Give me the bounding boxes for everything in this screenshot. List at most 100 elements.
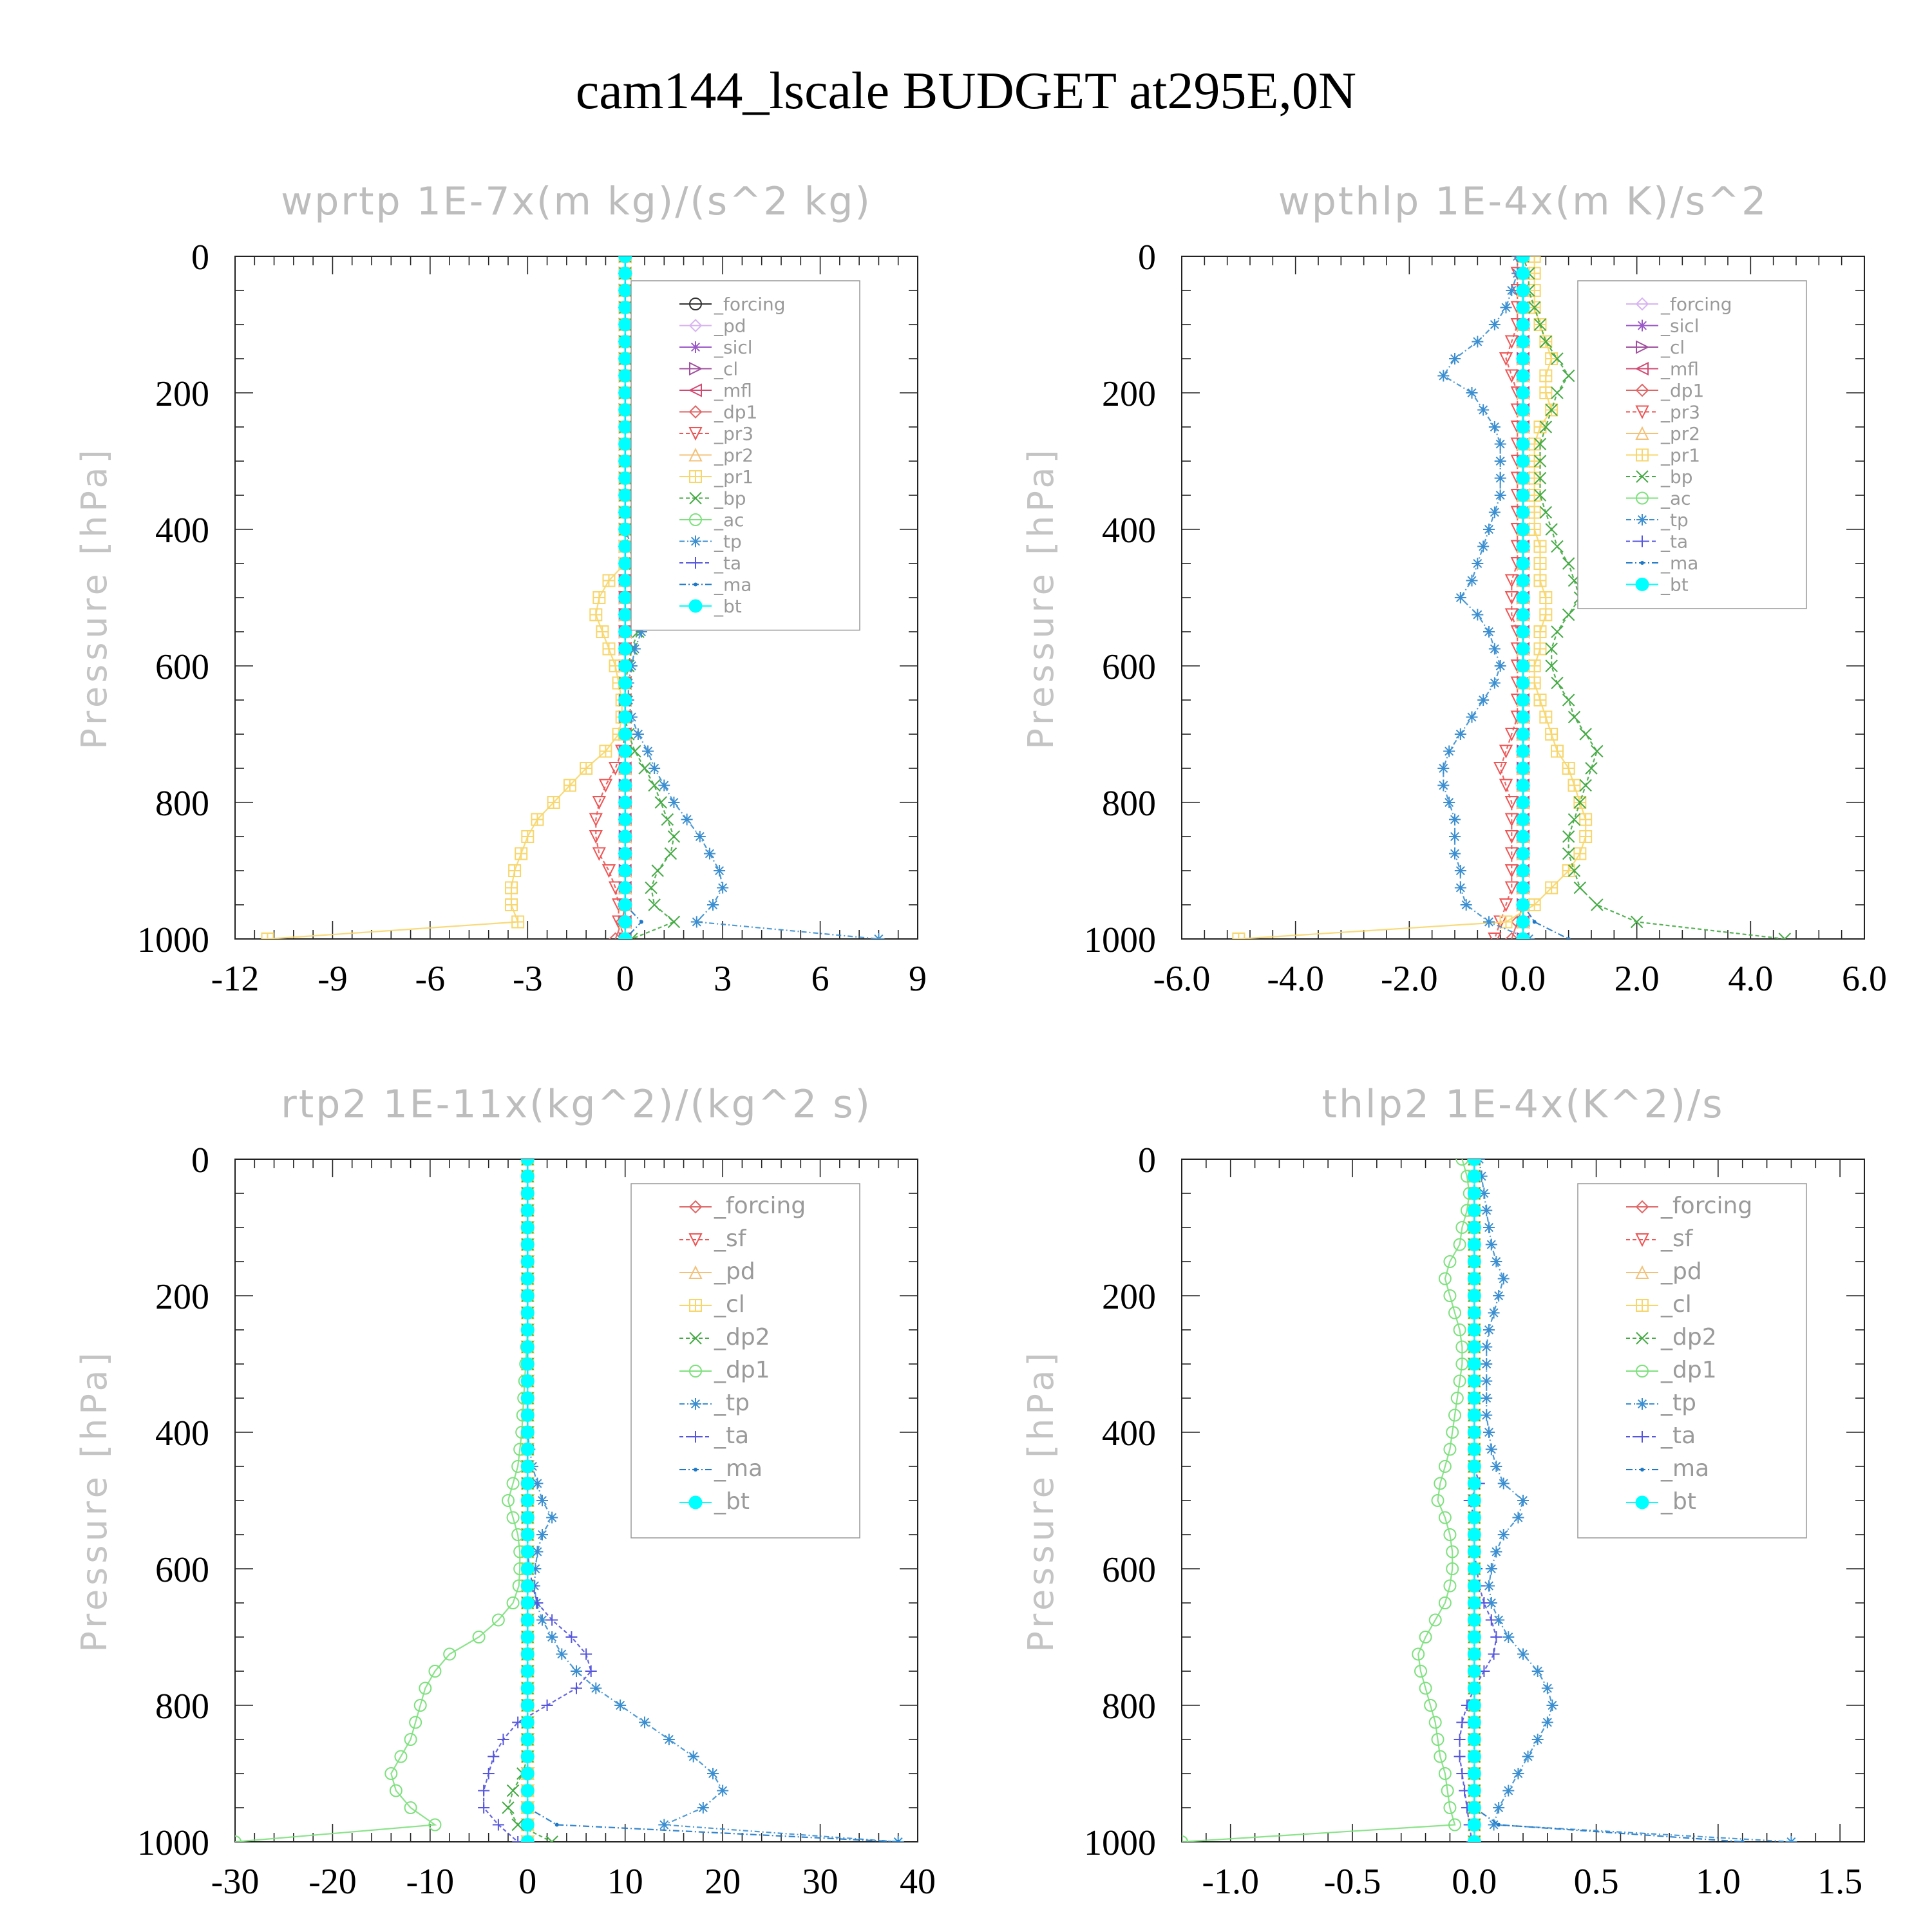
data-point [690, 916, 703, 928]
data-point [1546, 1700, 1558, 1711]
chart-panel-1: wprtp 1E-7x(m kg)/(s^2 kg) Pressure [hPa]… [74, 179, 927, 999]
series-bt [618, 256, 632, 939]
legend-swatch-marker [688, 319, 703, 332]
data-point [1545, 352, 1558, 365]
data-point [1467, 1477, 1481, 1490]
y-tick-label: 0 [1138, 1141, 1156, 1180]
data-point [1494, 438, 1506, 450]
data-point [1467, 1579, 1481, 1593]
data-point [618, 471, 632, 485]
data-point [554, 1823, 559, 1827]
data-point [1428, 1613, 1442, 1627]
data-point [1490, 1631, 1502, 1643]
data-point [1516, 710, 1530, 724]
data-point [443, 1647, 457, 1661]
data-point [618, 642, 632, 656]
data-point [1504, 830, 1519, 844]
data-point [592, 847, 606, 861]
legend-entry-label: _bt [1660, 1488, 1696, 1515]
data-point [658, 1819, 670, 1831]
data-point [1551, 676, 1564, 690]
series-bt [1516, 256, 1530, 939]
data-point [1516, 369, 1530, 383]
data-point [1533, 421, 1547, 433]
data-point [1437, 779, 1450, 791]
legend-swatch-marker [1636, 319, 1648, 332]
data-point [520, 1357, 535, 1371]
legend-swatch-marker [1636, 1431, 1648, 1443]
data-point [520, 1784, 535, 1797]
legend-box [1577, 1183, 1807, 1539]
data-point [618, 574, 632, 587]
data-point [1475, 1170, 1488, 1182]
data-point [1488, 677, 1501, 689]
data-point [1483, 916, 1495, 928]
data-point [639, 920, 643, 924]
legend-swatch-marker [1635, 1233, 1649, 1247]
legend-entry-label: _dp2 [1660, 1324, 1717, 1350]
data-point [1562, 694, 1575, 706]
data-point [1466, 711, 1478, 723]
legend-entry-label: _pr1 [714, 466, 753, 488]
data-point [1483, 1426, 1495, 1438]
data-point [520, 1801, 535, 1815]
data-point [618, 317, 632, 332]
data-point [1488, 506, 1501, 518]
data-point [520, 1220, 535, 1235]
data-point [1438, 1511, 1452, 1524]
data-point [1437, 762, 1450, 774]
data-point [520, 1204, 535, 1217]
data-point [1516, 676, 1530, 690]
legend-entry-label: _dp1 [714, 402, 757, 423]
x-tick-label: -2.0 [1381, 959, 1438, 999]
data-layer [261, 256, 885, 939]
data-point [520, 1391, 535, 1405]
data-point [1512, 1511, 1524, 1524]
legend-swatch-marker [1640, 1468, 1644, 1472]
data-point [1449, 813, 1461, 826]
data-point [649, 762, 661, 774]
data-point [638, 762, 651, 775]
data-point [1481, 1358, 1493, 1370]
data-point [1516, 881, 1530, 895]
data-point [648, 898, 661, 911]
data-point [1485, 1563, 1497, 1575]
legend-swatch-marker [1636, 491, 1649, 505]
legend-box [630, 1183, 860, 1539]
data-point [629, 744, 641, 758]
data-point [618, 829, 632, 844]
data-point [1467, 1545, 1481, 1558]
data-point [1493, 1614, 1505, 1626]
data-point [413, 1699, 427, 1712]
data-point [1488, 1648, 1500, 1660]
legend-entry-label: _dp1 [714, 1357, 770, 1383]
legend-swatch-marker [694, 582, 697, 587]
series-tp [1437, 256, 1535, 939]
data-point [1494, 489, 1506, 501]
data-point [1591, 898, 1604, 911]
data-point [261, 933, 274, 939]
legend-swatch-marker [1636, 535, 1648, 547]
data-point [1562, 847, 1575, 860]
data-point [1434, 1477, 1447, 1490]
data-point [502, 1801, 515, 1814]
data-point [512, 1836, 524, 1842]
x-tick-label: 6 [811, 959, 829, 999]
data-point [520, 1408, 535, 1422]
data-point [1453, 1374, 1466, 1388]
data-point [1454, 882, 1466, 894]
data-point [1499, 352, 1513, 366]
x-tick-label: 0 [518, 1862, 536, 1902]
data-point [1443, 1528, 1457, 1541]
data-point [520, 1255, 535, 1269]
data-point [602, 574, 616, 587]
data-point [1454, 865, 1466, 876]
data-point [1493, 1802, 1505, 1814]
data-point [1485, 1443, 1497, 1455]
data-point [1467, 1159, 1481, 1166]
data-point [1488, 319, 1501, 330]
data-point [1493, 762, 1508, 776]
data-point [520, 1238, 535, 1251]
data-point [1467, 1306, 1481, 1320]
legend-swatch-marker [689, 298, 702, 310]
